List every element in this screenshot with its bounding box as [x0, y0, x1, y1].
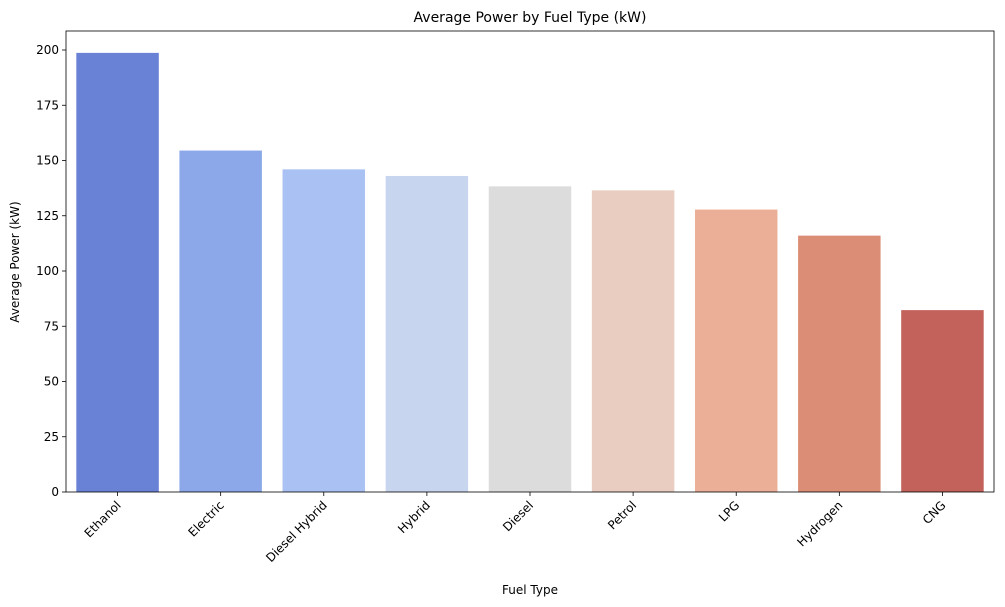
x-tick-label: Diesel — [500, 498, 536, 534]
bar-electric — [179, 150, 262, 492]
chart-title: Average Power by Fuel Type (kW) — [414, 10, 647, 26]
x-axis: Ethanol Electric Diesel Hybrid Hybrid Diesel… — [82, 492, 949, 565]
y-tick-label: 150 — [36, 154, 59, 168]
x-tick-label: Diesel Hybrid — [263, 498, 330, 565]
y-tick-label: 175 — [36, 98, 59, 112]
bar-hydrogen — [798, 235, 881, 492]
y-tick-label: 0 — [51, 485, 59, 499]
bar-diesel — [488, 186, 572, 493]
x-axis-label: Fuel Type — [502, 583, 558, 597]
bar-petrol — [591, 190, 675, 492]
x-tick-label: Ethanol — [82, 498, 124, 540]
x-tick-label: Hydrogen — [794, 498, 845, 549]
plot-frame — [65, 30, 995, 493]
bar-hybrid — [385, 175, 469, 492]
y-tick-label: 125 — [36, 209, 59, 223]
y-axis: 0 25 50 75 100 125 150 175 200 — [36, 43, 66, 499]
x-tick-label: CNG — [920, 498, 949, 527]
x-tick-label: Hybrid — [395, 498, 433, 536]
y-tick-label: 200 — [36, 43, 59, 57]
bar-ethanol — [76, 52, 159, 492]
y-axis-label: Average Power (kW) — [8, 201, 22, 322]
y-tick-label: 100 — [36, 264, 59, 278]
bar-lpg — [694, 209, 778, 492]
x-tick-label: LPG — [716, 498, 742, 524]
y-tick-label: 25 — [44, 430, 59, 444]
bar-diesel-hybrid — [282, 169, 366, 493]
y-tick-label: 50 — [44, 375, 59, 389]
bar-cng — [901, 310, 984, 492]
y-tick-label: 75 — [44, 319, 59, 333]
x-tick-label: Electric — [185, 498, 226, 539]
x-tick-label: Petrol — [605, 498, 639, 532]
bars-group — [76, 52, 984, 493]
